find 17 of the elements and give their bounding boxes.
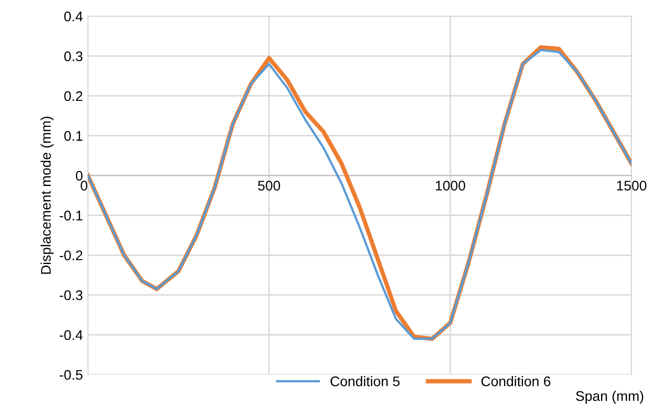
y-axis-title: Displacement mode (mm): [40, 116, 54, 274]
x-tick-label: 1500: [617, 180, 646, 191]
legend-label: Condition 5: [330, 376, 400, 386]
y-tick-label: 0.4: [64, 12, 83, 22]
y-tick-label: -0.5: [60, 370, 82, 380]
y-tick-label: -0.4: [60, 330, 83, 340]
y-tick-label: 0.3: [64, 51, 82, 62]
y-tick-label: -0.1: [60, 210, 82, 220]
y-tick-label: 0: [76, 170, 82, 181]
y-tick-label: 0.1: [64, 131, 82, 141]
y-tick-label: 0.2: [64, 91, 82, 102]
x-tick-label: 500: [258, 180, 280, 191]
legend-label: Condition 6: [481, 376, 550, 386]
y-tick-label: -0.2: [60, 250, 82, 260]
x-axis-title: Span (mm): [576, 390, 644, 404]
y-tick-label: -0.3: [60, 290, 82, 300]
x-tick-label: 1000: [436, 180, 466, 191]
